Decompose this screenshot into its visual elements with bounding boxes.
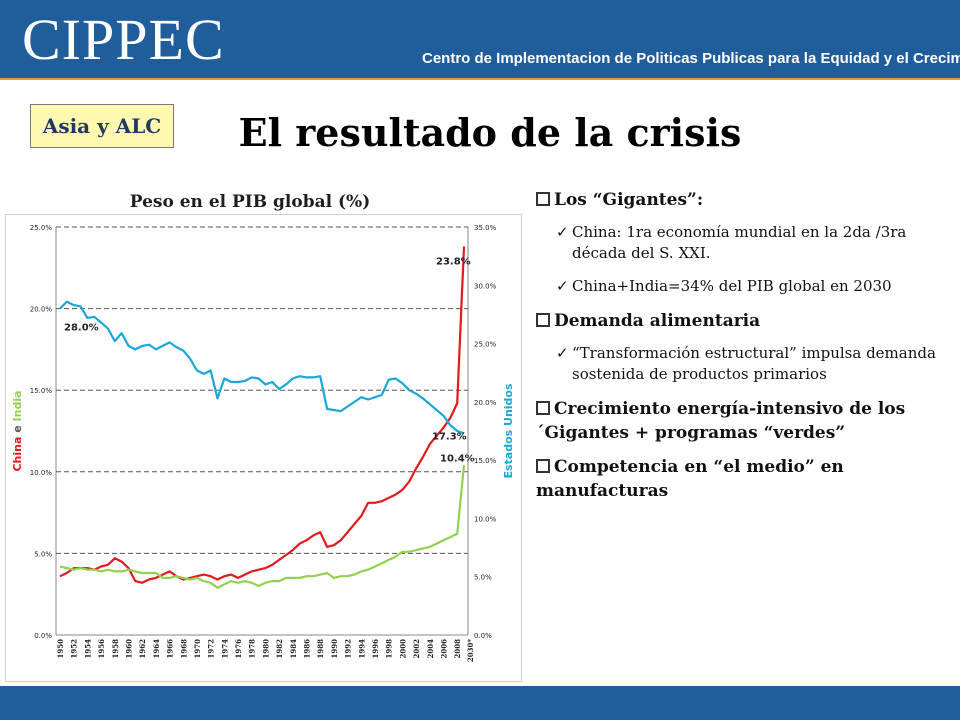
cippec-logo: CIPPEC xyxy=(22,7,225,72)
x-tick-label: 2008 xyxy=(453,639,462,659)
chart-title: Peso en el PIB global (%) xyxy=(129,192,371,212)
x-tick-label: 2030* xyxy=(466,639,475,662)
right-tick-label: 30.0% xyxy=(474,282,497,290)
x-tick-label: 1988 xyxy=(316,639,325,659)
bullet-text: Demanda alimentaria xyxy=(554,311,761,331)
bullet-item: Demanda alimentaria xyxy=(536,309,956,333)
right-tick-label: 35.0% xyxy=(474,224,497,232)
bullet-text: Crecimiento energía-intensivo de los ´Gi… xyxy=(536,399,906,443)
x-tick-label: 1966 xyxy=(166,639,175,659)
data-label: 23.8% xyxy=(436,257,471,268)
x-tick-label: 1952 xyxy=(70,639,79,659)
series-line-estados-unidos xyxy=(59,300,465,435)
x-tick-label: 1968 xyxy=(179,639,188,659)
slide-title: El resultado de la crisis xyxy=(238,110,742,155)
square-bullet-icon xyxy=(536,312,550,327)
header-bar: CIPPEC Centro de Implementacion de Polit… xyxy=(0,0,960,78)
x-tick-label: 1990 xyxy=(330,639,339,659)
chart-svg: 0.0% 5.0% 10.0% 15.0% 20.0% 25.0% 0.0% 5.0% 10.0… xyxy=(11,224,515,662)
x-tick-label: 2006 xyxy=(439,639,448,659)
right-tick-label: 0.0% xyxy=(474,632,492,640)
chart-container: 0.0% 5.0% 10.0% 15.0% 20.0% 25.0% 0.0% 5.0% 10.0… xyxy=(5,214,522,682)
x-tick-label: 1996 xyxy=(371,639,380,659)
x-tick-label: 2002 xyxy=(412,639,421,659)
bullet-text: Competencia en “el medio” en manufactura… xyxy=(536,457,844,501)
sub-bullet-item: ✓ “Transformación estructural” impulsa de… xyxy=(556,343,956,385)
x-tick-label: 1958 xyxy=(111,639,120,659)
footer-bar xyxy=(0,686,960,720)
left-axis-label: China e India xyxy=(11,390,24,471)
series-line-china xyxy=(59,246,466,584)
left-tick-label: 0.0% xyxy=(34,632,52,640)
data-label: 17.3% xyxy=(432,431,467,442)
x-tick-label: 1992 xyxy=(344,639,353,659)
left-tick-label: 10.0% xyxy=(30,469,53,477)
data-label: 28.0% xyxy=(64,323,99,334)
x-tick-label: 1950 xyxy=(56,639,65,659)
sub-bullet-item: ✓ China: 1ra economía mundial en la 2da /… xyxy=(556,222,956,264)
right-tick-label: 15.0% xyxy=(474,457,497,465)
checkmark-icon: ✓ xyxy=(556,277,569,295)
x-tick-label: 1986 xyxy=(303,639,312,659)
x-tick-label: 1970 xyxy=(193,639,202,659)
x-tick-label: 1962 xyxy=(138,639,147,659)
right-tick-label: 10.0% xyxy=(474,515,497,523)
x-tick-label: 1972 xyxy=(207,639,216,659)
left-tick-label: 15.0% xyxy=(30,387,53,395)
x-tick-label: 1974 xyxy=(220,639,229,659)
x-tick-label: 2000 xyxy=(398,639,407,659)
right-tick-label: 5.0% xyxy=(474,574,492,582)
x-tick-label: 1980 xyxy=(261,639,270,659)
x-tick-label: 1982 xyxy=(275,639,284,659)
sub-bullet-text: China: 1ra economía mundial en la 2da /3… xyxy=(572,223,907,262)
left-axis-label-part: China xyxy=(11,437,24,472)
right-tick-label: 20.0% xyxy=(474,399,497,407)
square-bullet-icon xyxy=(536,191,550,206)
header-subtitle: Centro de Implementacion de Politicas Pu… xyxy=(422,50,960,67)
bullet-item: Competencia en “el medio” en manufactura… xyxy=(536,455,956,503)
left-tick-label: 5.0% xyxy=(34,550,52,558)
sub-bullet-text: China+India=34% del PIB global en 2030 xyxy=(572,277,892,295)
bullet-item: Crecimiento energía-intensivo de los ´Gi… xyxy=(536,397,956,445)
x-tick-label: 1976 xyxy=(234,639,243,659)
series-line-india xyxy=(59,465,466,589)
header-divider xyxy=(0,78,960,80)
x-tick-label: 1984 xyxy=(289,639,298,659)
square-bullet-icon xyxy=(536,458,550,473)
sub-bullet-item: ✓ China+India=34% del PIB global en 2030 xyxy=(556,276,956,297)
x-tick-label: 2004 xyxy=(426,639,435,659)
x-tick-label: 1994 xyxy=(357,639,366,659)
bullet-text: Los “Gigantes”: xyxy=(554,190,704,210)
x-tick-label: 1978 xyxy=(248,639,257,659)
left-axis-label-part: e xyxy=(11,421,24,436)
sub-bullet-text: “Transformación estructural” impulsa dem… xyxy=(572,344,936,383)
left-axis-label-part: India xyxy=(11,390,24,421)
left-tick-label: 25.0% xyxy=(30,224,53,232)
checkmark-icon: ✓ xyxy=(556,223,569,241)
x-tick-label: 1964 xyxy=(152,639,161,659)
right-tick-label: 25.0% xyxy=(474,341,497,349)
bullet-item: Los “Gigantes”: xyxy=(536,188,956,212)
x-tick-label: 1954 xyxy=(83,639,92,659)
section-tag: Asia y ALC xyxy=(30,104,174,148)
x-tick-label: 1998 xyxy=(385,639,394,659)
checkmark-icon: ✓ xyxy=(556,344,569,362)
x-tick-label: 1956 xyxy=(97,639,106,659)
left-tick-label: 20.0% xyxy=(30,306,53,314)
bullet-list: Los “Gigantes”: ✓ China: 1ra economía mund… xyxy=(536,188,956,513)
right-axis-label: Estados Unidos xyxy=(502,383,515,479)
x-tick-label: 1960 xyxy=(124,639,133,659)
square-bullet-icon xyxy=(536,400,550,415)
data-label: 10.4% xyxy=(440,453,475,464)
